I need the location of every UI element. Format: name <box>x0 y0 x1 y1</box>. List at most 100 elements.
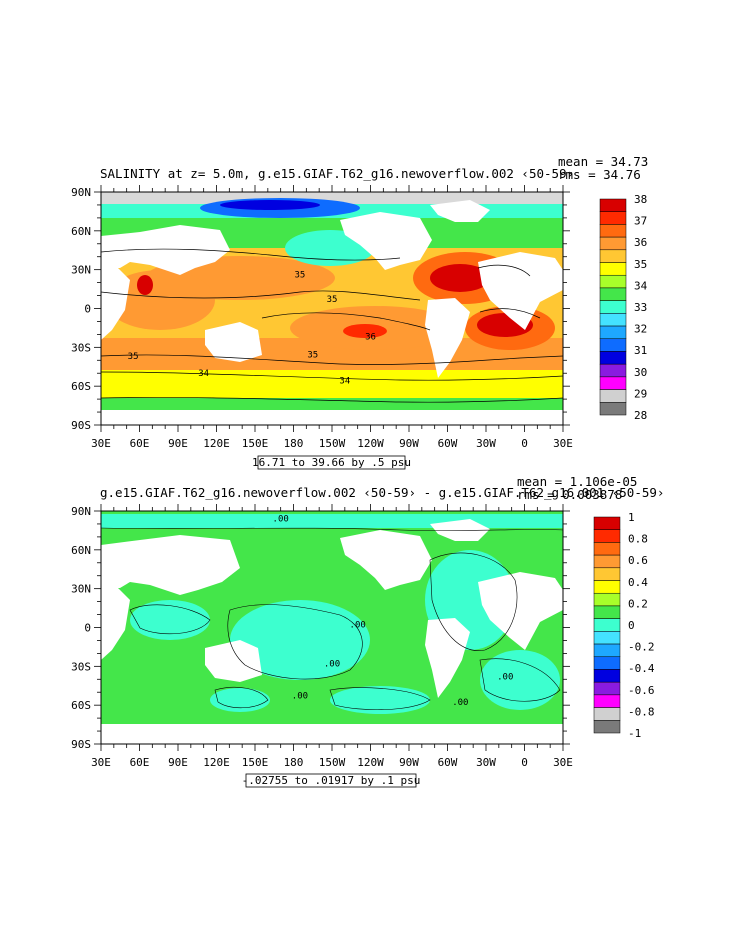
colorbar-swatch <box>593 529 621 543</box>
colorbar-swatch <box>599 351 627 365</box>
africa-europe <box>478 572 563 650</box>
y-tick-label: 30S <box>71 341 91 354</box>
africa-east <box>101 588 130 660</box>
y-tick-label: 30S <box>71 660 91 673</box>
x-tick-label: 150W <box>319 437 346 450</box>
colorbar-swatch <box>593 681 621 696</box>
y-tick-label: 30N <box>71 264 91 277</box>
africa-europe <box>478 252 563 330</box>
colorbar-label: 37 <box>634 215 647 228</box>
north-atlantic-max <box>430 264 490 292</box>
australia <box>205 640 262 682</box>
colorbar-swatch <box>593 605 621 619</box>
contour-line <box>101 371 563 381</box>
panel-1-range-box <box>257 455 406 470</box>
colorbar-1: 38 37 36 35 34 33 32 31 30 29 28 <box>599 193 648 422</box>
x-tick-label: 0 <box>521 756 528 769</box>
contour-line <box>101 527 563 531</box>
colorbar-swatch <box>599 287 627 301</box>
contour-line <box>214 687 269 709</box>
map-1-axis-ticks <box>94 185 570 432</box>
map-1-y-tick-labels: 90N 60N 30N 0 30S 60S 90S <box>71 186 91 432</box>
y-tick-label: 0 <box>84 622 91 635</box>
patch-negative <box>210 688 270 712</box>
contour-line <box>479 658 561 702</box>
contour-line <box>101 248 401 261</box>
south-pacific-max <box>343 324 387 338</box>
contour-label: 36 <box>365 333 376 343</box>
colorbar-label: 1 <box>628 511 635 524</box>
contour-line <box>129 604 211 635</box>
colorbar-label: 36 <box>634 236 647 249</box>
colorbar-label: -0.8 <box>628 705 655 718</box>
contour-label: .00 <box>273 514 289 524</box>
colorbar-swatch <box>593 516 621 530</box>
map-1-x-tick-labels: 30E 60E 90E 120E 150E 180 150W 120W 90W 60W 30W 0 30… <box>91 437 573 450</box>
colorbar-label: 34 <box>634 279 648 292</box>
contour-line <box>477 264 531 277</box>
colorbar-swatch <box>599 313 627 327</box>
x-tick-label: 60E <box>130 756 150 769</box>
red-sea-arabian <box>137 275 153 295</box>
north-america <box>340 212 432 270</box>
contour-label: .00 <box>324 659 340 669</box>
colorbar-label: 30 <box>634 366 647 379</box>
colorbar-label: 0.4 <box>628 576 648 589</box>
south-america <box>425 618 470 698</box>
x-tick-label: 120W <box>357 756 384 769</box>
eurasia <box>101 225 230 275</box>
contour-line <box>479 308 541 319</box>
eurasia <box>101 535 240 595</box>
colorbar-swatch <box>599 249 627 263</box>
x-tick-label: 60W <box>438 437 458 450</box>
contour-label: .00 <box>497 672 513 682</box>
colorbar-swatch <box>593 643 621 658</box>
x-tick-label: 180 <box>284 437 304 450</box>
contour-label: .00 <box>292 692 308 702</box>
contour-label: 35 <box>128 352 139 362</box>
colorbar-label: 33 <box>634 301 647 314</box>
colorbar-swatch <box>599 376 627 390</box>
colorbar-label: 35 <box>634 258 647 271</box>
colorbar-label: 0.2 <box>628 597 648 610</box>
x-tick-label: 30E <box>91 437 111 450</box>
africa-east <box>101 268 130 340</box>
x-tick-label: 30W <box>476 756 496 769</box>
colorbar-swatch <box>599 262 627 276</box>
panel-2-mean: mean = 1.106e-05 <box>517 474 637 489</box>
colorbar-label: -0.4 <box>628 662 655 675</box>
panel-difference: g.e15.GIAF.T62_g16.newoverflow.002 ‹50-5… <box>71 474 664 788</box>
arctic-freshest <box>220 200 320 210</box>
x-tick-label: 60E <box>130 437 150 450</box>
x-tick-label: 90W <box>399 756 419 769</box>
panel-2-range: -.02755 to .01917 by .1 psu <box>242 774 421 787</box>
patch-negative <box>480 650 560 710</box>
y-tick-label: 90N <box>71 505 91 518</box>
y-tick-label: 90S <box>71 419 91 432</box>
y-tick-label: 0 <box>84 303 91 316</box>
x-tick-label: 0 <box>521 437 528 450</box>
colorbar-swatch <box>593 618 621 632</box>
colorbar-label: 29 <box>634 387 647 400</box>
antarctica <box>101 724 563 744</box>
indian-ocean-band <box>105 270 215 330</box>
colorbar-2: 1 0.8 0.6 0.4 0.2 0 -0.2 -0.4 -0.6 -0.8 -1 <box>593 511 655 740</box>
contour-label: 35 <box>307 351 318 361</box>
contour-label: 34 <box>339 377 350 387</box>
map-2-y-tick-labels: 90N 60N 30N 0 30S 60S 90S <box>71 505 91 751</box>
x-tick-label: 30E <box>553 437 573 450</box>
y-tick-label: 60N <box>71 544 91 557</box>
panel-salinity: SALINITY at z= 5.0m, g.e15.GIAF.T62_g16.… <box>71 154 648 470</box>
patch-negative <box>230 600 370 680</box>
map-1: 35 35 36 35 35 34 34 <box>101 192 563 425</box>
greenland <box>430 519 490 541</box>
x-tick-label: 60W <box>438 756 458 769</box>
colorbar-swatch <box>599 224 627 238</box>
colorbar-swatch <box>593 580 621 594</box>
contour-line <box>101 397 563 403</box>
map-2-x-tick-labels: 30E 60E 90E 120E 150E 180 150W 120W 90W 60W 30W 0 30… <box>91 756 573 769</box>
contour-line <box>261 312 431 331</box>
colorbar-swatch <box>593 720 621 734</box>
x-tick-label: 150W <box>319 756 346 769</box>
